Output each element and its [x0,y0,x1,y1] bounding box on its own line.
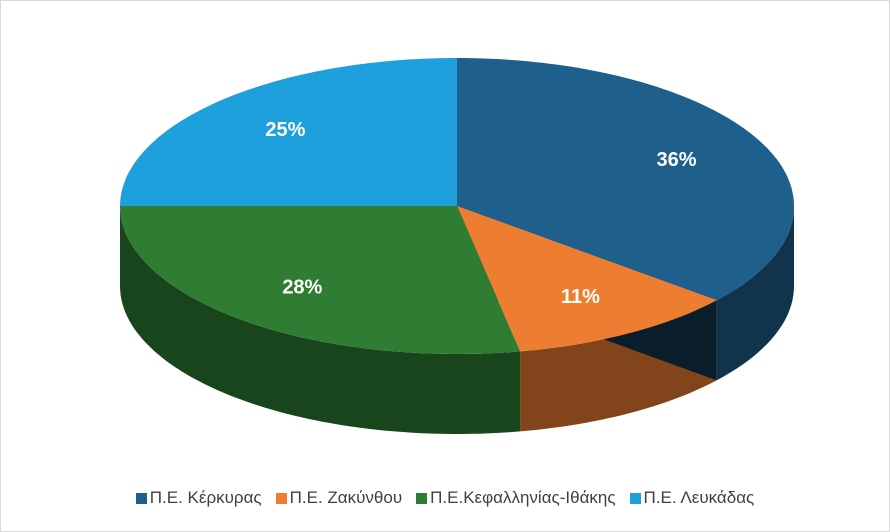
legend-item: Π.Ε. Κέρκυρας [135,488,262,508]
data-label: 11% [561,286,600,308]
data-label: 25% [265,119,305,141]
legend: Π.Ε. Κέρκυρας Π.Ε. Ζακύνθου Π.Ε.Κεφαλληνία… [1,488,889,508]
legend-item: Π.Ε. Ζακύνθου [275,488,403,508]
slice [457,58,794,301]
data-label: 28% [282,276,322,298]
legend-swatch [629,492,641,504]
pie-plot: 36% 11% 28% 25% [120,58,794,434]
legend-swatch [416,492,428,504]
legend-swatch [275,492,287,504]
legend-item: Π.Ε. Λευκάδας [629,488,755,508]
slice [457,206,717,352]
legend-label: Π.Ε. Ζακύνθου [289,488,403,507]
slice-side [716,206,794,381]
data-label: 36% [657,149,697,171]
legend-swatch [135,492,147,504]
legend-item: Π.Ε.Κεφαλληνίας-Ιθάκης [416,488,616,508]
slice-side [120,206,521,434]
legend-label: Π.Ε. Κέρκυρας [149,488,262,507]
slice [120,58,457,206]
legend-label: Π.Ε.Κεφαλληνίας-Ιθάκης [430,488,616,507]
slice [120,206,521,354]
legend-label: Π.Ε. Λευκάδας [643,488,755,507]
